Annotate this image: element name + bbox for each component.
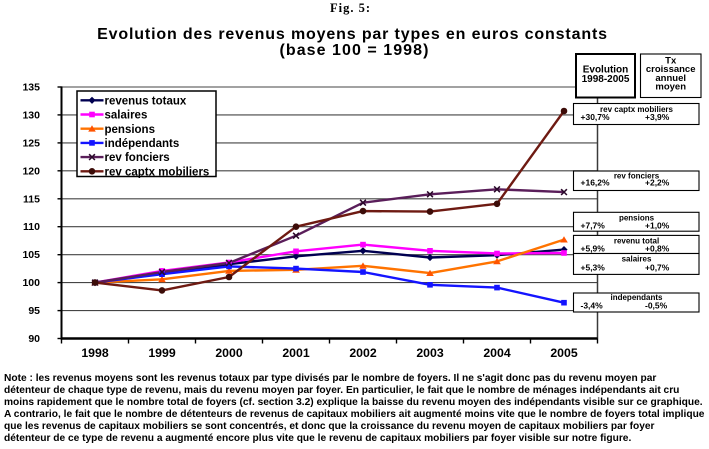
svg-text:rev captx mobiliers: rev captx mobiliers <box>600 105 673 114</box>
svg-text:annuel: annuel <box>655 73 686 84</box>
svg-text:+30,7%: +30,7% <box>581 112 611 122</box>
svg-text:rev fonciers: rev fonciers <box>614 172 660 181</box>
svg-text:+0,7%: +0,7% <box>645 263 670 273</box>
svg-text:2003: 2003 <box>416 346 444 360</box>
svg-text:pensions: pensions <box>619 213 655 222</box>
svg-text:rev captx mobiliers: rev captx mobiliers <box>105 166 210 178</box>
svg-text:135: 135 <box>22 82 40 94</box>
svg-text:independants: independants <box>610 293 663 302</box>
svg-text:2002: 2002 <box>349 346 377 360</box>
svg-text:2005: 2005 <box>550 346 578 360</box>
svg-text:pensions: pensions <box>105 124 155 136</box>
svg-text:indépendants: indépendants <box>105 138 180 150</box>
svg-text:105: 105 <box>22 249 40 261</box>
svg-text:110: 110 <box>23 221 40 233</box>
svg-text:Evolution: Evolution <box>583 65 629 76</box>
svg-text:1999: 1999 <box>148 346 176 360</box>
svg-text:rev fonciers: rev fonciers <box>105 152 170 164</box>
svg-text:1998: 1998 <box>81 346 109 360</box>
svg-text:130: 130 <box>22 109 40 121</box>
svg-text:+1,0%: +1,0% <box>645 221 670 231</box>
svg-text:95: 95 <box>28 305 40 317</box>
svg-text:+7,7%: +7,7% <box>581 221 606 231</box>
svg-text:100: 100 <box>22 277 40 289</box>
svg-text:115: 115 <box>23 193 40 205</box>
svg-text:+0,8%: +0,8% <box>645 244 670 254</box>
svg-text:2001: 2001 <box>282 346 310 360</box>
svg-text:-0,5%: -0,5% <box>645 300 668 310</box>
svg-text:moyen: moyen <box>655 82 686 93</box>
svg-text:90: 90 <box>28 333 40 345</box>
svg-text:+5,9%: +5,9% <box>581 244 606 254</box>
svg-text:+5,3%: +5,3% <box>581 263 606 273</box>
svg-text:+3,9%: +3,9% <box>645 112 670 122</box>
svg-text:revenu total: revenu total <box>614 237 659 246</box>
svg-text:-3,4%: -3,4% <box>581 300 604 310</box>
svg-text:1998-2005: 1998-2005 <box>582 74 630 85</box>
svg-text:120: 120 <box>22 165 40 177</box>
svg-text:salaires: salaires <box>622 255 652 264</box>
svg-text:+16,2%: +16,2% <box>581 178 611 188</box>
svg-text:125: 125 <box>22 137 40 149</box>
svg-text:croissance: croissance <box>646 64 696 75</box>
svg-text:2004: 2004 <box>483 346 511 360</box>
svg-text:revenus totaux: revenus totaux <box>105 95 187 107</box>
svg-text:+2,2%: +2,2% <box>645 178 670 188</box>
svg-text:salaires: salaires <box>105 110 148 122</box>
svg-text:Tx: Tx <box>665 56 677 67</box>
svg-text:2000: 2000 <box>215 346 243 360</box>
